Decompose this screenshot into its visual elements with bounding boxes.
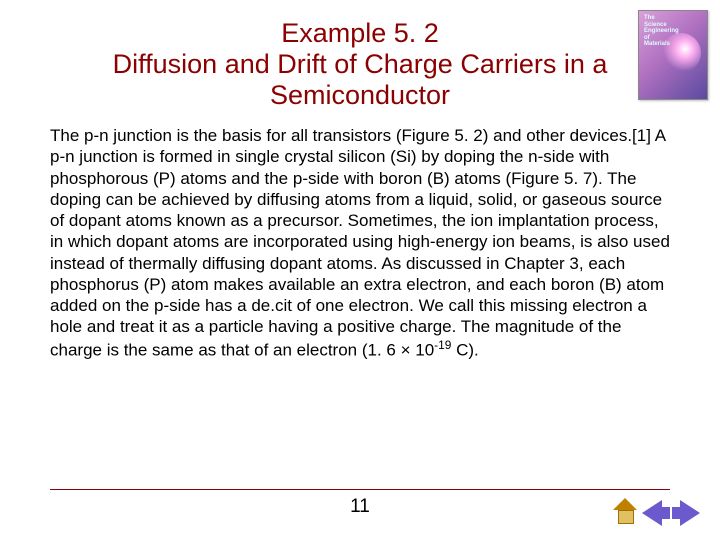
body-text: The p-n junction is the basis for all tr… (50, 125, 670, 360)
nav-controls (610, 498, 700, 526)
prev-arrow-icon[interactable] (642, 500, 670, 526)
slide-title: Example 5. 2Diffusion and Drift of Charg… (100, 16, 620, 111)
next-arrow-icon[interactable] (672, 500, 700, 526)
home-icon[interactable] (610, 498, 640, 526)
book-cover-text: The Science Engineering of Materials (644, 15, 679, 48)
book-cover-thumbnail: The Science Engineering of Materials (638, 10, 708, 100)
slide: The Science Engineering of Materials Exa… (0, 0, 720, 540)
footer-divider (50, 489, 670, 490)
